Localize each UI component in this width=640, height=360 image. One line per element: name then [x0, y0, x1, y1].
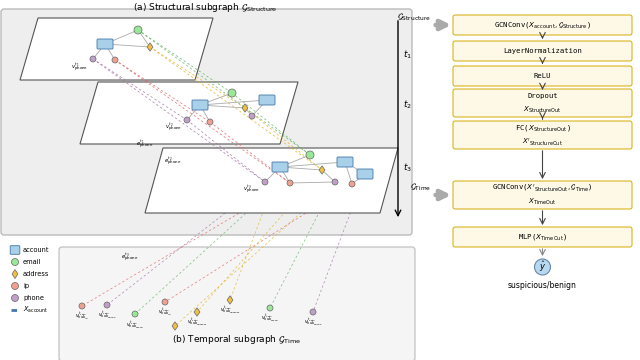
- Circle shape: [112, 57, 118, 63]
- Circle shape: [134, 26, 142, 34]
- Polygon shape: [145, 148, 398, 213]
- Text: (b) Temporal subgraph $\mathcal{G}_{\mathrm{Time}}$: (b) Temporal subgraph $\mathcal{G}_{\mat…: [172, 333, 301, 346]
- Text: MLP($X_{\mathrm{TimeOut}}$): MLP($X_{\mathrm{TimeOut}}$): [518, 232, 567, 242]
- Text: Dropout: Dropout: [527, 93, 558, 99]
- FancyBboxPatch shape: [453, 121, 632, 149]
- Circle shape: [12, 258, 19, 266]
- Text: $v^{t_{2\to3}}_{\mathrm{hub_{email}}}$: $v^{t_{2\to3}}_{\mathrm{hub_{email}}}$: [261, 312, 279, 324]
- Text: account: account: [23, 247, 49, 253]
- Polygon shape: [319, 166, 325, 174]
- FancyBboxPatch shape: [453, 89, 632, 117]
- Text: $\hat{y}$: $\hat{y}$: [539, 260, 546, 274]
- Text: $e^{t_3}_{\mathrm{phone}}$: $e^{t_3}_{\mathrm{phone}}$: [122, 252, 139, 264]
- Text: $\mathcal{G}_{\mathrm{Structure}}$: $\mathcal{G}_{\mathrm{Structure}}$: [397, 11, 431, 23]
- Text: $v^{t_{3\to3}}_{\mathrm{hub_{address}}}$: $v^{t_{3\to3}}_{\mathrm{hub_{address}}}$: [220, 304, 241, 316]
- Circle shape: [306, 151, 314, 159]
- Text: $X'_{\mathrm{StructureOut}}$: $X'_{\mathrm{StructureOut}}$: [522, 136, 563, 148]
- Circle shape: [228, 89, 236, 97]
- FancyBboxPatch shape: [97, 39, 113, 49]
- Text: $X_{\mathrm{StructureOut}}$: $X_{\mathrm{StructureOut}}$: [523, 105, 562, 115]
- Polygon shape: [80, 82, 298, 144]
- Circle shape: [262, 179, 268, 185]
- Text: $v^{t_2}_{\mathrm{phone}}$: $v^{t_2}_{\mathrm{phone}}$: [165, 122, 182, 134]
- Circle shape: [249, 113, 255, 119]
- Text: ip: ip: [23, 283, 29, 289]
- Text: FC($X_{\mathrm{StructureOut}}$): FC($X_{\mathrm{StructureOut}}$): [515, 123, 570, 133]
- FancyBboxPatch shape: [453, 41, 632, 61]
- FancyBboxPatch shape: [1, 9, 412, 235]
- Text: email: email: [23, 259, 42, 265]
- FancyBboxPatch shape: [453, 15, 632, 35]
- Text: LayerNormalization: LayerNormalization: [503, 48, 582, 54]
- Text: GCNConv($X_{\mathrm{account}},\mathcal{G}_{\mathrm{Structure}}$): GCNConv($X_{\mathrm{account}},\mathcal{G…: [494, 20, 591, 30]
- Text: $v^{t_{1\to3}}_{\mathrm{hub_{phone}}}$: $v^{t_{1\to3}}_{\mathrm{hub_{phone}}}$: [98, 310, 116, 320]
- Text: $v^{t_1}_{\mathrm{phone}}$: $v^{t_1}_{\mathrm{phone}}$: [72, 62, 88, 74]
- Circle shape: [132, 311, 138, 317]
- Text: $X_{\mathrm{account}}$: $X_{\mathrm{account}}$: [23, 305, 48, 315]
- Circle shape: [79, 303, 85, 309]
- Polygon shape: [172, 322, 178, 330]
- Text: ReLU: ReLU: [534, 73, 551, 79]
- Text: $e^{t_1}_{\mathrm{phone}}$: $e^{t_1}_{\mathrm{phone}}$: [136, 139, 154, 151]
- Polygon shape: [12, 270, 18, 279]
- Circle shape: [104, 302, 110, 308]
- Circle shape: [332, 179, 338, 185]
- FancyBboxPatch shape: [10, 246, 20, 254]
- Text: $v^{t_{1\to3}}_{\mathrm{hub_{email}}}$: $v^{t_{1\to3}}_{\mathrm{hub_{email}}}$: [126, 319, 144, 331]
- Polygon shape: [20, 18, 213, 80]
- Text: $v^{t_{1\to3}}_{\mathrm{hub_{ip}}}$: $v^{t_{1\to3}}_{\mathrm{hub_{ip}}}$: [76, 311, 89, 321]
- FancyBboxPatch shape: [259, 95, 275, 105]
- Text: $v^{t_3}_{\mathrm{phone}}$: $v^{t_3}_{\mathrm{phone}}$: [243, 184, 260, 196]
- Text: $t_3$: $t_3$: [403, 162, 412, 174]
- Circle shape: [162, 299, 168, 305]
- Text: $e^{t_2}_{\mathrm{phone}}$: $e^{t_2}_{\mathrm{phone}}$: [164, 156, 182, 168]
- Polygon shape: [227, 296, 233, 304]
- Circle shape: [534, 259, 550, 275]
- Circle shape: [207, 119, 213, 125]
- Text: $v^{t_{3\to3}}_{\mathrm{hub_{ip}}}$: $v^{t_{3\to3}}_{\mathrm{hub_{ip}}}$: [158, 306, 172, 318]
- Circle shape: [184, 117, 190, 123]
- Circle shape: [12, 283, 19, 289]
- Text: address: address: [23, 271, 49, 277]
- FancyBboxPatch shape: [453, 227, 632, 247]
- FancyBboxPatch shape: [59, 247, 415, 360]
- FancyBboxPatch shape: [453, 181, 632, 209]
- FancyBboxPatch shape: [192, 100, 208, 110]
- Circle shape: [287, 180, 293, 186]
- Text: $t_1$: $t_1$: [403, 49, 412, 61]
- Text: $v^{t_{1\to3}}_{\mathrm{hub_{address}}}$: $v^{t_{1\to3}}_{\mathrm{hub_{address}}}$: [187, 316, 207, 328]
- Circle shape: [349, 181, 355, 187]
- FancyBboxPatch shape: [272, 162, 288, 172]
- Circle shape: [310, 309, 316, 315]
- Polygon shape: [147, 43, 153, 51]
- Polygon shape: [242, 104, 248, 112]
- FancyBboxPatch shape: [337, 157, 353, 167]
- Text: GCNConv($X'_{\mathrm{StructureOut}},\mathcal{G}_{\mathrm{Time}}$): GCNConv($X'_{\mathrm{StructureOut}},\mat…: [492, 183, 593, 194]
- FancyBboxPatch shape: [453, 66, 632, 86]
- Text: $v^{t_{2\to3}}_{\mathrm{hub_{phone}}}$: $v^{t_{2\to3}}_{\mathrm{hub_{phone}}}$: [303, 316, 323, 328]
- FancyBboxPatch shape: [357, 169, 373, 179]
- Text: $\mathcal{G}_{\mathrm{Time}}$: $\mathcal{G}_{\mathrm{Time}}$: [410, 181, 431, 193]
- Text: (a) Structural subgraph $\mathcal{G}_{\mathrm{Structure}}$: (a) Structural subgraph $\mathcal{G}_{\m…: [132, 0, 277, 13]
- Text: $X_{\mathrm{TimeOut}}$: $X_{\mathrm{TimeOut}}$: [529, 197, 557, 207]
- Text: suspicious/benign: suspicious/benign: [508, 280, 577, 289]
- Circle shape: [90, 56, 96, 62]
- Circle shape: [12, 294, 19, 302]
- Text: $t_2$: $t_2$: [403, 99, 412, 111]
- Circle shape: [267, 305, 273, 311]
- Polygon shape: [194, 308, 200, 316]
- Text: phone: phone: [23, 295, 44, 301]
